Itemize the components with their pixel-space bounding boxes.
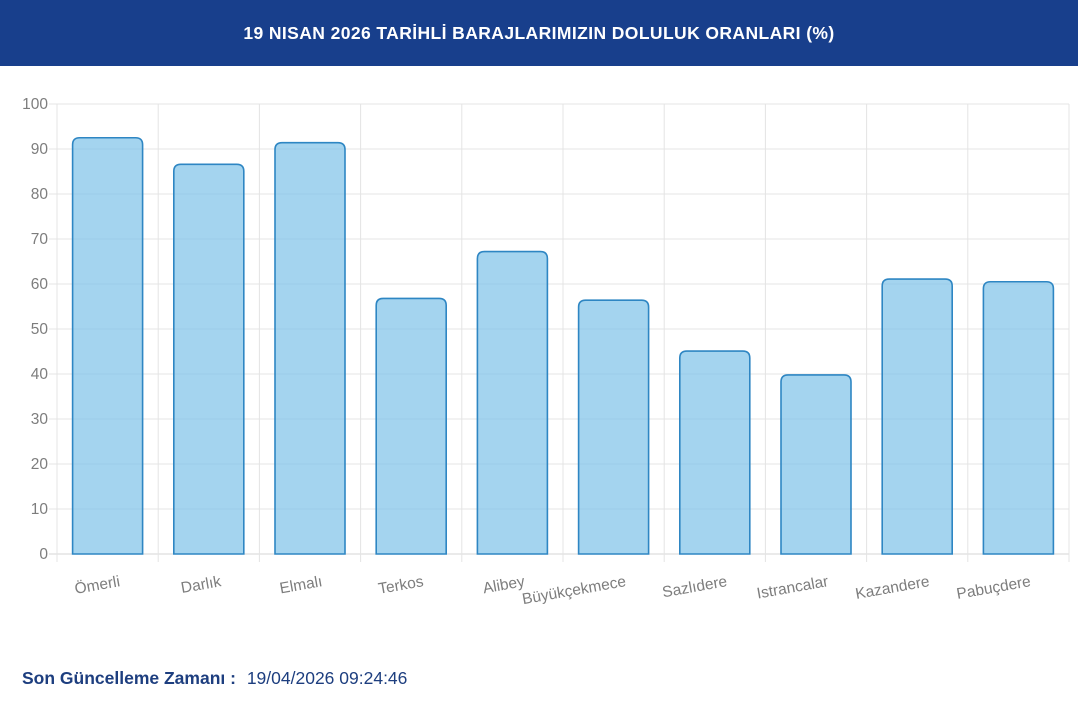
- bar-kazandere[interactable]: [881, 278, 953, 555]
- y-axis-tick-label: 60: [31, 276, 49, 293]
- last-update-line: Son Güncelleme Zamanı : 19/04/2026 09:24…: [22, 668, 407, 689]
- bar-büyükçekmece[interactable]: [577, 299, 650, 555]
- x-axis-tick-label: Pabuçdere: [955, 573, 1032, 603]
- last-update-timestamp: 19/04/2026 09:24:46: [246, 668, 408, 688]
- bar-sazlıdere[interactable]: [679, 350, 751, 555]
- x-axis-tick-label: Alibey: [482, 573, 527, 597]
- y-axis-tick-label: 30: [31, 411, 49, 428]
- x-axis-tick-label: Darlık: [180, 573, 223, 597]
- x-axis-tick-label: Büyükçekmece: [521, 573, 627, 608]
- x-axis-tick-label: Sazlıdere: [661, 573, 728, 601]
- bar-alibey[interactable]: [476, 250, 549, 555]
- x-axis-tick-label: Terkos: [377, 573, 425, 598]
- y-axis-tick-label: 10: [31, 501, 49, 518]
- page-title: 19 NISAN 2026 TARİHLİ BARAJLARIMIZIN DOL…: [243, 22, 835, 43]
- y-axis-tick-label: 20: [31, 456, 49, 473]
- title-bar: 19 NISAN 2026 TARİHLİ BARAJLARIMIZIN DOL…: [0, 0, 1078, 66]
- y-axis-tick-label: 70: [31, 231, 49, 248]
- bar-elmalı[interactable]: [274, 141, 346, 555]
- x-axis-tick-label: Ömerli: [73, 572, 121, 598]
- y-axis-tick-label: 50: [31, 321, 49, 338]
- x-axis-tick-label: Kazandere: [854, 573, 931, 603]
- y-axis-tick-label: 0: [39, 546, 48, 563]
- bar-pabuçdere[interactable]: [982, 280, 1055, 555]
- y-axis-tick-label: 80: [31, 186, 49, 203]
- x-axis-tick-label: Istrancalar: [755, 573, 829, 602]
- bar-darlık[interactable]: [173, 163, 245, 555]
- last-update-label: Son Güncelleme Zamanı :: [22, 668, 236, 688]
- y-axis-tick-label: 40: [31, 366, 49, 383]
- bar-ömerli[interactable]: [71, 136, 144, 555]
- x-axis-tick-label: Elmalı: [278, 573, 323, 597]
- y-axis-tick-label: 90: [31, 141, 49, 158]
- y-axis-tick-label: 100: [22, 96, 48, 113]
- bar-terkos[interactable]: [375, 297, 447, 555]
- bar-istrancalar[interactable]: [780, 374, 852, 555]
